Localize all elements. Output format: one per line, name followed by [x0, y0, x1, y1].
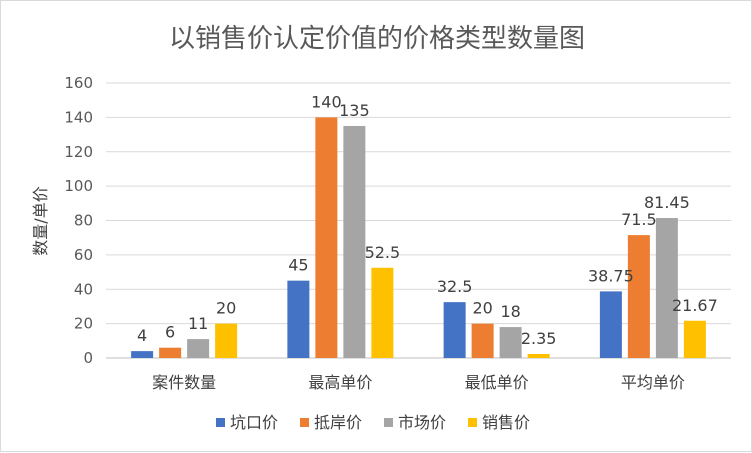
bar: [527, 353, 550, 358]
x-axis-categories: 案件数量 最高单价 最低单价 平均单价: [152, 373, 685, 392]
legend-entry: 抵岸价: [314, 413, 362, 432]
bar: [159, 347, 182, 358]
y-tick-label: 140: [64, 108, 93, 126]
data-label: 81.45: [644, 193, 690, 212]
data-label: 45: [288, 256, 308, 275]
x-category-label: 最低单价: [465, 373, 529, 392]
legend-entry: 销售价: [482, 413, 530, 432]
bar: [315, 117, 338, 358]
y-tick-label: 60: [74, 246, 93, 264]
data-label: 140: [311, 92, 342, 111]
y-tick-label: 100: [64, 177, 93, 195]
legend-swatch: [216, 418, 225, 427]
data-label: 2.35: [521, 329, 557, 348]
y-axis-ticks: 0 20 40 60 80 100 120 140 160: [64, 74, 93, 367]
bar: [287, 280, 310, 358]
data-label: 11: [188, 314, 208, 333]
legend-swatch: [300, 418, 309, 427]
bar: [187, 339, 210, 358]
legend-swatch: [384, 418, 393, 427]
y-tick-label: 120: [64, 143, 93, 161]
chart-title: 以销售价认定价值的价格类型数量图: [169, 24, 585, 54]
data-label: 21.67: [672, 296, 718, 315]
bar: [655, 218, 678, 358]
y-tick-label: 0: [83, 349, 93, 367]
data-label: 32.5: [437, 277, 473, 296]
bar: [131, 351, 154, 358]
y-tick-label: 80: [74, 212, 93, 230]
bar: [215, 323, 238, 358]
data-label: 4: [137, 326, 147, 345]
y-tick-label: 40: [74, 280, 93, 298]
data-label: 20: [472, 299, 492, 318]
bar: [683, 320, 706, 358]
x-category-label: 最高单价: [308, 373, 372, 392]
bar: [599, 291, 622, 358]
data-label: 52.5: [365, 243, 401, 262]
x-category-label: 平均单价: [621, 373, 685, 392]
data-label: 18: [500, 302, 520, 321]
gridlines: [106, 82, 731, 359]
bar: [627, 235, 650, 358]
data-label: 71.5: [621, 210, 657, 229]
data-label: 20: [216, 299, 236, 318]
x-category-label: 案件数量: [152, 373, 216, 392]
data-label: 38.75: [588, 266, 634, 285]
data-label: 135: [339, 101, 370, 120]
bar: [443, 302, 466, 358]
legend-swatch: [468, 418, 477, 427]
data-label: 6: [165, 323, 175, 342]
legend-entry: 坑口价: [230, 413, 278, 432]
bar: [343, 125, 366, 358]
legend-entry: 市场价: [398, 413, 446, 432]
legend: 坑口价 抵岸价 市场价 销售价: [216, 413, 530, 432]
bars: [131, 117, 706, 358]
y-axis-label: 数量/单价: [31, 186, 50, 255]
bar: [471, 323, 494, 358]
y-tick-label: 20: [74, 315, 93, 333]
bar: [371, 267, 394, 358]
bar: [499, 327, 522, 358]
y-tick-label: 160: [64, 74, 93, 92]
